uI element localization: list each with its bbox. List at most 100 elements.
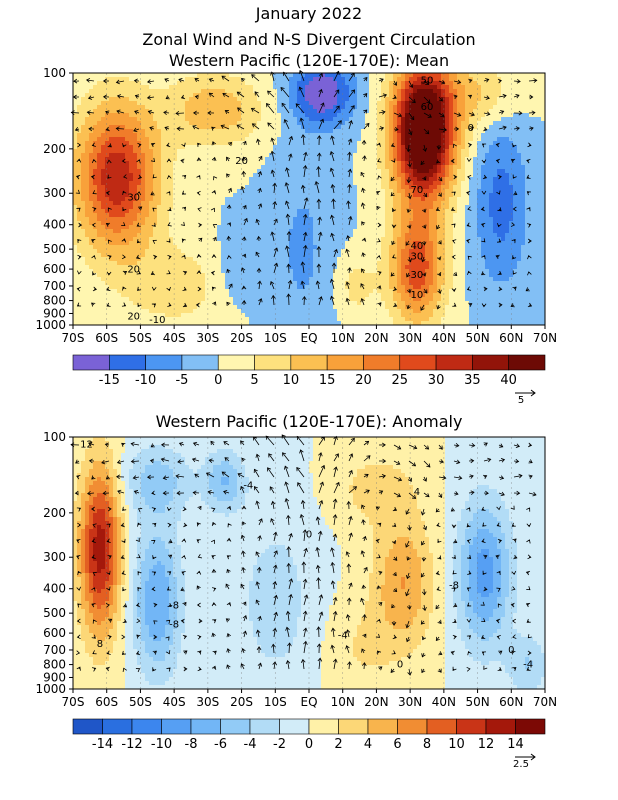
field-cell bbox=[381, 185, 386, 190]
field-cell bbox=[153, 129, 158, 134]
field-cell bbox=[105, 209, 110, 214]
field-cell bbox=[365, 121, 370, 126]
field-cell bbox=[505, 133, 510, 138]
field-cell bbox=[189, 169, 194, 174]
field-cell bbox=[313, 185, 318, 190]
field-cell bbox=[409, 121, 414, 126]
field-cell bbox=[125, 137, 130, 142]
field-cell bbox=[217, 117, 222, 122]
field-cell bbox=[305, 161, 310, 166]
field-cell bbox=[377, 109, 382, 114]
field-cell bbox=[93, 77, 98, 82]
field-cell bbox=[409, 141, 414, 146]
field-cell bbox=[277, 209, 282, 214]
field-cell bbox=[197, 125, 202, 130]
field-cell bbox=[269, 113, 274, 118]
field-cell bbox=[297, 149, 302, 154]
field-cell bbox=[361, 149, 366, 154]
field-cell bbox=[237, 105, 242, 110]
field-cell bbox=[297, 173, 302, 178]
field-cell bbox=[433, 217, 438, 222]
field-cell bbox=[209, 133, 214, 138]
field-cell bbox=[161, 225, 166, 230]
field-cell bbox=[85, 93, 90, 98]
field-cell bbox=[121, 181, 126, 186]
field-cell bbox=[101, 105, 106, 110]
field-cell bbox=[165, 213, 170, 218]
field-cell bbox=[273, 149, 278, 154]
field-cell bbox=[73, 129, 78, 134]
field-cell bbox=[181, 177, 186, 182]
field-cell bbox=[97, 229, 102, 234]
field-cell bbox=[505, 85, 510, 90]
field-cell bbox=[429, 137, 434, 142]
field-cell bbox=[141, 129, 146, 134]
field-cell bbox=[381, 81, 386, 86]
field-cell bbox=[509, 93, 514, 98]
field-cell bbox=[453, 209, 458, 214]
field-cell bbox=[73, 189, 78, 194]
field-cell bbox=[81, 217, 86, 222]
field-cell bbox=[161, 101, 166, 106]
field-cell bbox=[409, 137, 414, 142]
field-cell bbox=[237, 125, 242, 130]
field-cell bbox=[133, 73, 138, 78]
field-cell bbox=[141, 233, 146, 238]
field-cell bbox=[353, 213, 358, 218]
field-cell bbox=[201, 193, 206, 198]
field-cell bbox=[397, 237, 402, 242]
field-cell bbox=[505, 141, 510, 146]
field-cell bbox=[401, 225, 406, 230]
field-cell bbox=[357, 89, 362, 94]
field-cell bbox=[121, 77, 126, 82]
field-cell bbox=[193, 229, 198, 234]
field-cell bbox=[521, 137, 526, 142]
field-cell bbox=[237, 89, 242, 94]
field-cell bbox=[193, 209, 198, 214]
field-cell bbox=[281, 173, 286, 178]
field-cell bbox=[201, 89, 206, 94]
field-cell bbox=[201, 129, 206, 134]
field-cell bbox=[485, 89, 490, 94]
field-cell bbox=[249, 133, 254, 138]
field-cell bbox=[465, 137, 470, 142]
field-cell bbox=[181, 137, 186, 142]
field-cell bbox=[129, 189, 134, 194]
field-cell bbox=[161, 145, 166, 150]
field-cell bbox=[201, 133, 206, 138]
field-cell bbox=[213, 133, 218, 138]
field-cell bbox=[177, 109, 182, 114]
field-cell bbox=[277, 125, 282, 130]
field-cell bbox=[173, 97, 178, 102]
field-cell bbox=[497, 145, 502, 150]
field-cell bbox=[297, 97, 302, 102]
field-cell bbox=[369, 189, 374, 194]
field-cell bbox=[493, 117, 498, 122]
field-cell bbox=[229, 101, 234, 106]
field-cell bbox=[393, 169, 398, 174]
field-cell bbox=[497, 101, 502, 106]
field-cell bbox=[441, 177, 446, 182]
field-cell bbox=[437, 81, 442, 86]
field-cell bbox=[277, 81, 282, 86]
field-cell bbox=[381, 209, 386, 214]
field-cell bbox=[469, 181, 474, 186]
field-cell bbox=[161, 97, 166, 102]
field-cell bbox=[361, 141, 366, 146]
field-cell bbox=[509, 153, 514, 158]
field-cell bbox=[465, 141, 470, 146]
field-cell bbox=[453, 185, 458, 190]
field-cell bbox=[245, 173, 250, 178]
field-cell bbox=[445, 73, 450, 78]
field-cell bbox=[529, 97, 534, 102]
field-cell bbox=[141, 213, 146, 218]
field-cell bbox=[477, 117, 482, 122]
field-cell bbox=[405, 129, 410, 134]
field-cell bbox=[421, 153, 426, 158]
field-cell bbox=[413, 177, 418, 182]
field-cell bbox=[85, 137, 90, 142]
field-cell bbox=[433, 189, 438, 194]
field-cell bbox=[353, 197, 358, 202]
field-cell bbox=[337, 157, 342, 162]
field-cell bbox=[325, 177, 330, 182]
